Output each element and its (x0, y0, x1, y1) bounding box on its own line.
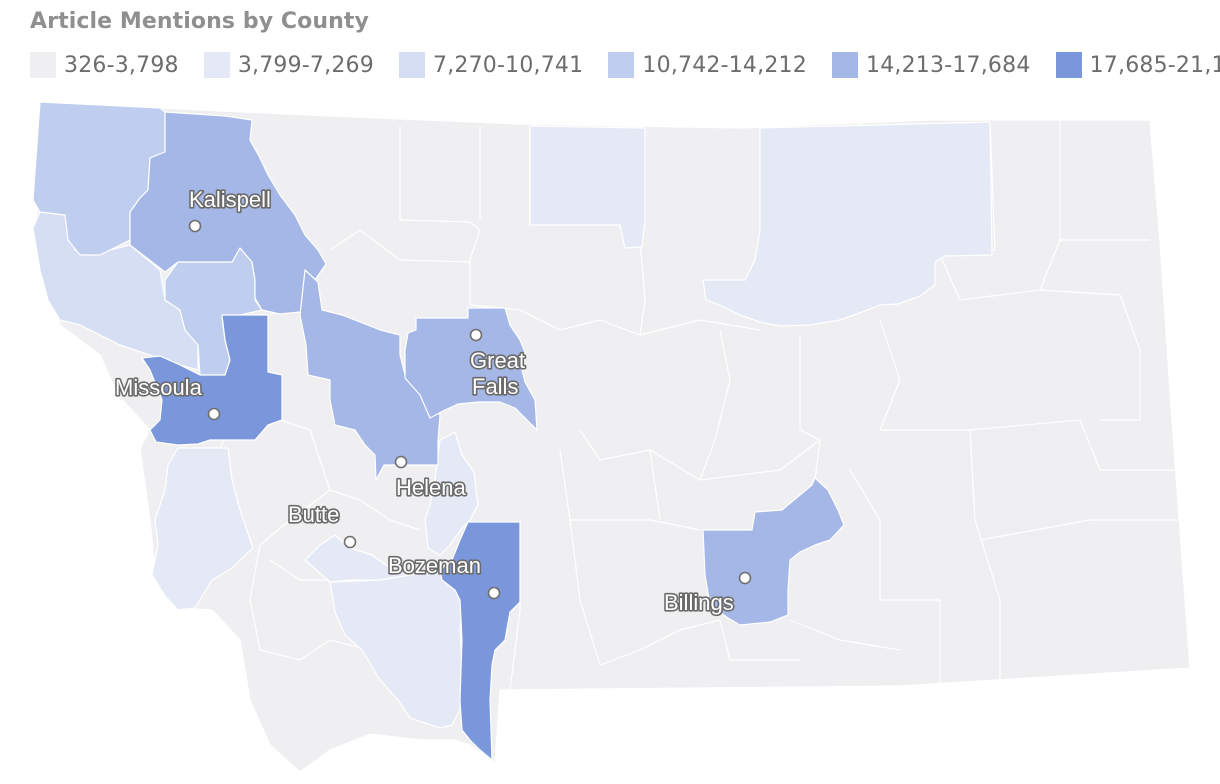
legend-label: 326-3,798 (64, 52, 179, 78)
city-dot (487, 586, 501, 600)
city-label: Bozeman (388, 553, 481, 578)
city-dot (394, 455, 408, 469)
legend-item: 7,270-10,741 (399, 50, 583, 80)
city-helena: Helena (394, 455, 468, 502)
county (129, 111, 327, 315)
city-label: Helena (396, 475, 466, 500)
county (439, 521, 521, 761)
legend-swatch (608, 52, 635, 78)
county (151, 447, 254, 611)
city-label: Billings (664, 590, 734, 615)
legend-label: 14,213-17,684 (866, 52, 1031, 78)
counties-tier-1 (151, 121, 993, 729)
county (702, 477, 845, 626)
city-kalispell: Kalispell (187, 185, 273, 233)
legend-item: 14,213-17,684 (832, 50, 1031, 80)
city-dot (738, 571, 752, 585)
city-markers: Kalispell Missoula Great Falls Helena Bu… (113, 185, 752, 617)
city-billings: Billings (662, 571, 752, 617)
city-label: Butte (288, 502, 339, 527)
legend-swatch (30, 52, 56, 78)
legend-label: 7,270-10,741 (433, 52, 584, 78)
legend: 326-3,798 3,799-7,269 7,270-10,741 10,74… (30, 50, 1220, 80)
county (404, 307, 538, 431)
legend-label: 17,685-21,155 (1089, 52, 1220, 78)
city-dot (207, 407, 221, 421)
counties-tier-5 (141, 314, 521, 761)
city-dot (469, 328, 483, 342)
city-great-falls: Great Falls (468, 328, 527, 401)
city-bozeman: Bozeman (386, 551, 501, 600)
legend-swatch (203, 52, 230, 78)
map-title: Article Mentions by County (30, 9, 369, 34)
city-label: Kalispell (189, 187, 271, 212)
city-label: Missoula (115, 375, 203, 400)
city-label: Falls (472, 374, 518, 399)
county (141, 314, 283, 446)
legend-item: 3,799-7,269 (203, 50, 374, 80)
county (329, 571, 463, 729)
counties-tier-4 (129, 111, 845, 626)
legend-item: 326-3,798 (30, 50, 179, 80)
county (304, 534, 411, 583)
county (299, 269, 441, 481)
legend-swatch (1055, 52, 1082, 78)
legend-swatch (832, 52, 859, 78)
city-missoula: Missoula (113, 373, 221, 421)
city-dot (343, 535, 357, 549)
legend-label: 10,742-14,212 (642, 52, 807, 78)
legend-item: 10,742-14,212 (608, 50, 807, 80)
county (529, 125, 646, 249)
legend-item: 17,685-21,155 (1055, 50, 1220, 80)
county (702, 121, 993, 327)
legend-swatch (399, 52, 426, 78)
city-butte: Butte (286, 500, 357, 549)
legend-label: 3,799-7,269 (237, 52, 374, 78)
city-dot (188, 219, 202, 233)
city-label: Great (470, 348, 525, 373)
